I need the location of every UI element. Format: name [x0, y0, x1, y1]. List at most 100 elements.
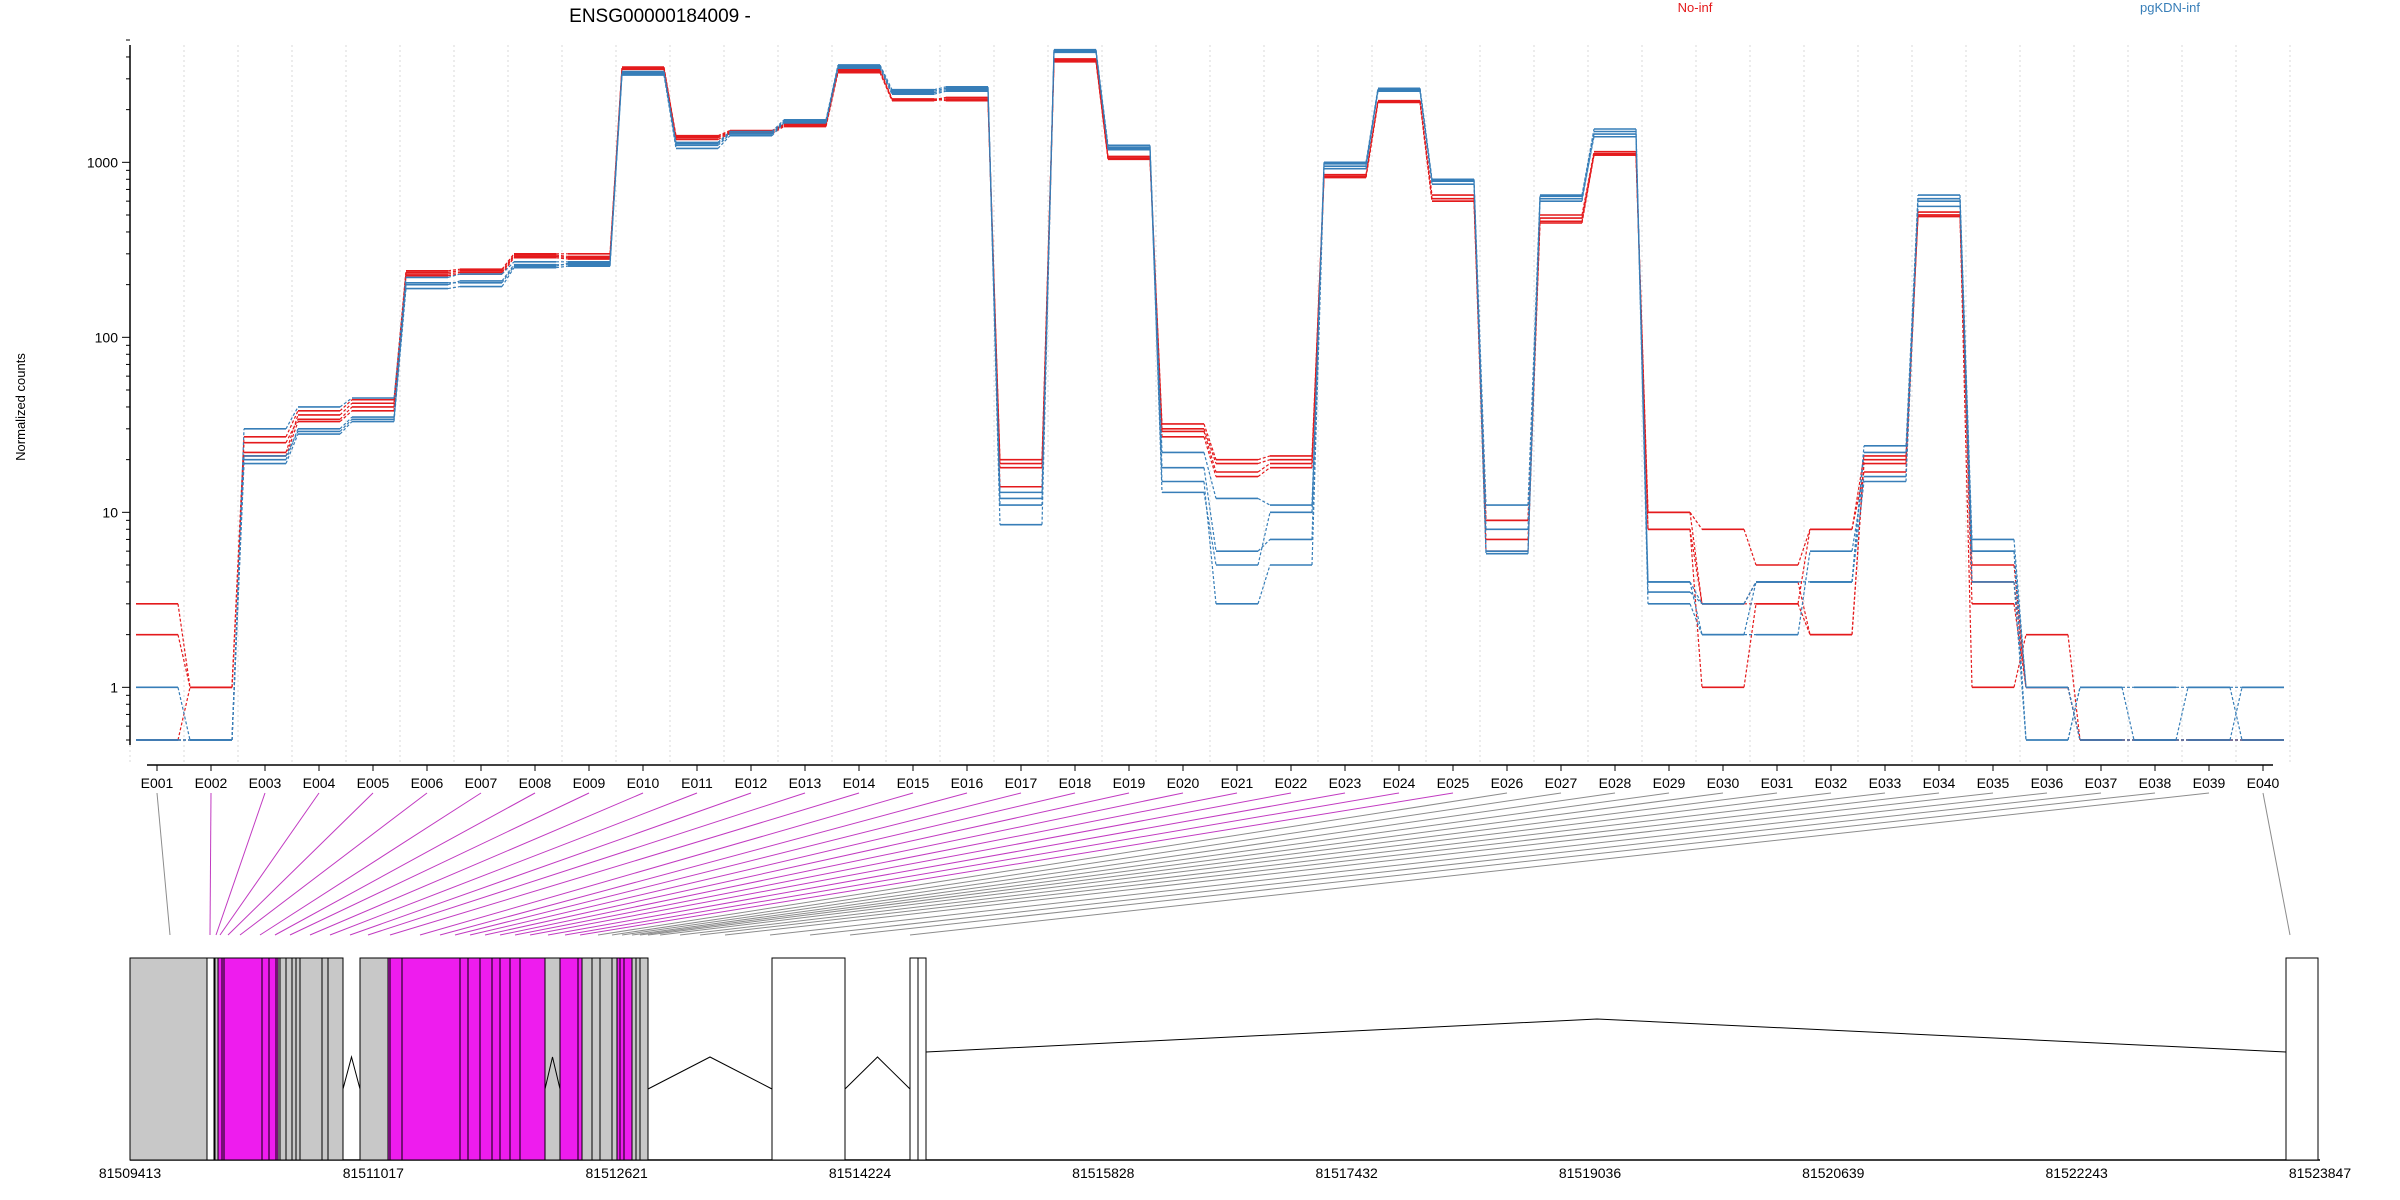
x-tick-label: E019 — [1113, 775, 1146, 791]
series-transition — [501, 257, 515, 275]
connector-E002 — [209, 792, 212, 936]
x-tick-label: E038 — [2139, 775, 2172, 791]
series-transition — [285, 406, 299, 430]
series-transition — [1473, 179, 1487, 506]
series-pgkdn-inf-7 — [136, 49, 2284, 741]
connector-E037 — [809, 792, 2102, 936]
connector-E034 — [699, 792, 1940, 936]
connector-E036 — [769, 792, 2048, 936]
series-transition — [501, 267, 515, 287]
series-transition — [1689, 529, 1703, 688]
series-transition — [663, 75, 677, 149]
series-transition — [285, 428, 299, 460]
series-transition — [1581, 136, 1595, 199]
series-transition — [1257, 455, 1271, 461]
series-transition — [555, 262, 569, 267]
x-tick-label: E012 — [735, 775, 768, 791]
coordinate-label: 81522243 — [2046, 1165, 2109, 1181]
x-tick-label: E008 — [519, 775, 552, 791]
connector-E025 — [579, 792, 1454, 936]
series-transition — [609, 72, 623, 264]
series-transition — [1797, 529, 1811, 604]
series-transition — [1851, 455, 1865, 530]
series-transition — [555, 254, 569, 257]
series-transition — [663, 67, 677, 138]
x-tick-label: E031 — [1761, 775, 1794, 791]
series-transition — [1095, 50, 1109, 148]
x-tick-label: E025 — [1437, 775, 1470, 791]
series-transition — [1203, 428, 1217, 464]
x-tick-label: E033 — [1869, 775, 1902, 791]
x-tick-label: E026 — [1491, 775, 1524, 791]
exon-block — [771, 957, 846, 1161]
x-tick-label: E032 — [1815, 775, 1848, 791]
connector-E009 — [289, 792, 590, 936]
series-transition — [663, 72, 677, 144]
intron — [647, 1056, 773, 1090]
series-transition — [393, 277, 407, 399]
connector-E021 — [514, 792, 1238, 936]
series-transition — [1203, 452, 1217, 499]
connector-E008 — [274, 792, 536, 936]
connector-E031 — [647, 792, 1778, 936]
series-transition — [501, 265, 515, 284]
series-transition — [1689, 581, 1703, 635]
series-transition — [1419, 89, 1433, 181]
series-transition — [1689, 591, 1703, 605]
series-transition — [1311, 163, 1325, 513]
connector-E024 — [564, 792, 1400, 936]
series-transition — [1689, 603, 1703, 635]
x-tick-label: E029 — [1653, 775, 1686, 791]
series-transition — [879, 64, 893, 90]
connector-E022 — [529, 792, 1292, 936]
series-transition — [1797, 529, 1811, 566]
series-transition — [501, 254, 515, 272]
series-transition — [933, 87, 947, 92]
x-tick-label: E034 — [1923, 775, 1956, 791]
series-transition — [2013, 634, 2027, 688]
series-transition — [1257, 512, 1271, 566]
connector-E012 — [349, 792, 752, 936]
exon-block — [277, 957, 297, 1161]
series-transition — [2013, 551, 2027, 741]
series-transition — [771, 121, 785, 135]
connector-E014 — [389, 792, 860, 936]
series-transition — [447, 285, 461, 290]
series-transition — [933, 98, 947, 102]
series-transition — [771, 122, 785, 137]
connector-E040 — [2262, 792, 2291, 936]
series-transition — [717, 129, 731, 137]
connector-E001 — [156, 792, 171, 936]
intron — [844, 1056, 911, 1090]
series-transition — [1365, 101, 1379, 177]
series-transition — [285, 431, 299, 457]
x-tick-label: E036 — [2031, 775, 2064, 791]
series-transition — [2175, 687, 2189, 741]
series-transition — [987, 88, 1001, 525]
series-transition — [717, 131, 731, 139]
coordinate-label: 81511017 — [343, 1165, 404, 1181]
x-tick-label: E030 — [1707, 775, 1740, 791]
x-tick-label: E004 — [303, 775, 336, 791]
series-transition — [501, 261, 515, 275]
connector-E019 — [484, 792, 1130, 936]
series-transition — [1095, 61, 1109, 160]
x-tick-label: E035 — [1977, 775, 2010, 791]
series-transition — [1689, 511, 1703, 530]
connector-E020 — [499, 792, 1184, 936]
connector-E017 — [454, 792, 1022, 936]
series-transition — [339, 406, 353, 420]
connector-E015 — [419, 792, 914, 936]
series-transition — [879, 70, 893, 100]
series-transition — [717, 131, 731, 143]
connector-E016 — [439, 792, 968, 936]
series-transition — [339, 421, 353, 435]
series-transition — [2229, 687, 2243, 741]
series-transition — [339, 397, 353, 408]
x-tick-label: E011 — [681, 775, 713, 791]
series-transition — [2121, 687, 2135, 741]
series-transition — [447, 270, 461, 273]
series-transition — [933, 86, 947, 91]
series-transition — [1095, 52, 1109, 150]
exon-block — [909, 957, 919, 1161]
